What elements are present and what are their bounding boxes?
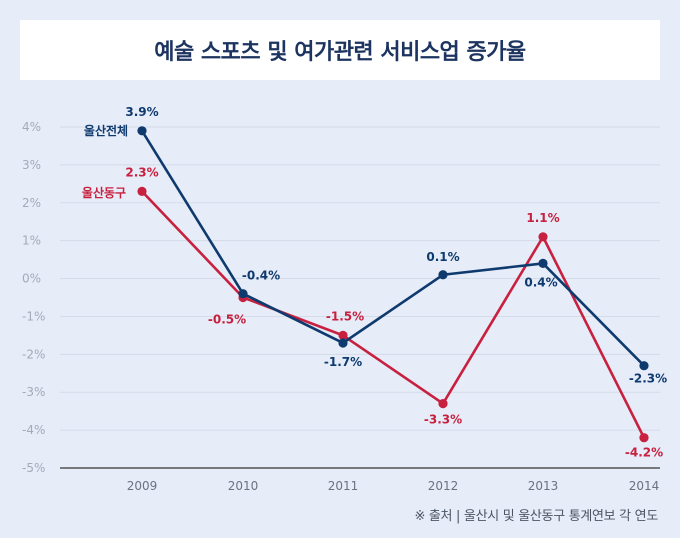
y-tick-label: -4%	[22, 423, 45, 437]
data-point	[639, 433, 649, 443]
chart-title: 예술 스포츠 및 여가관련 서비스업 증가율	[154, 40, 526, 65]
data-point	[137, 126, 147, 136]
data-label: 2.3%	[125, 165, 158, 179]
data-label: -3.3%	[424, 413, 462, 427]
y-tick-label: -5%	[22, 461, 45, 475]
x-tick-label: 2014	[629, 479, 660, 493]
data-point	[338, 330, 348, 340]
y-tick-label: -1%	[22, 309, 45, 323]
y-tick-label: -2%	[22, 347, 45, 361]
data-label: -4.2%	[625, 446, 663, 460]
data-label: 1.1%	[526, 211, 559, 225]
data-label: 0.4%	[524, 275, 557, 289]
y-tick-label: 0%	[22, 272, 41, 286]
data-point	[438, 398, 448, 409]
y-tick-label: 3%	[22, 158, 41, 172]
x-tick-label: 2009	[127, 479, 158, 493]
series-name-label: 울산동구	[82, 185, 126, 200]
y-tick-label: -3%	[22, 385, 45, 399]
x-tick-label: 2012	[428, 479, 459, 493]
series-name-label: 울산전체	[84, 123, 128, 138]
y-tick-label: 1%	[22, 234, 41, 248]
data-label: -1.5%	[326, 309, 364, 323]
data-label: 0.1%	[426, 250, 459, 264]
data-point	[338, 338, 348, 348]
x-tick-label: 2011	[328, 479, 359, 493]
data-label: 3.9%	[125, 105, 158, 119]
data-point	[438, 270, 448, 280]
y-tick-label: 4%	[22, 120, 41, 134]
data-point	[639, 361, 649, 371]
title-banner: 예술 스포츠 및 여가관련 서비스업 증가율	[20, 20, 660, 80]
x-tick-label: 2013	[528, 479, 559, 493]
source-note: ※ 출처 | 울산시 및 울산동구 통계연보 각 연도	[414, 509, 658, 524]
data-label: -2.3%	[629, 372, 667, 386]
data-point	[238, 289, 248, 299]
series-line-0	[140, 130, 645, 367]
series-line-1	[141, 190, 646, 439]
y-tick-label: 2%	[22, 196, 41, 210]
x-tick-label: 2010	[228, 479, 259, 493]
data-point	[137, 186, 147, 197]
data-point	[538, 232, 548, 242]
data-label: -1.7%	[324, 355, 362, 369]
data-label: -0.4%	[242, 269, 280, 283]
data-point	[538, 258, 548, 268]
data-label: -0.5%	[208, 313, 246, 327]
